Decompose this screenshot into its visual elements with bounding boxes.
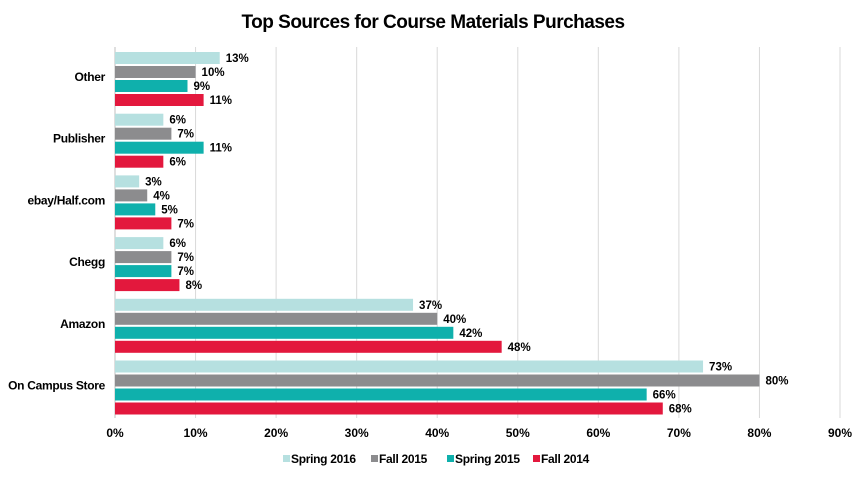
bar — [115, 113, 164, 126]
bar — [115, 402, 663, 415]
bar — [115, 203, 156, 216]
data-label: 40% — [443, 314, 466, 326]
data-label: 48% — [508, 342, 531, 354]
data-label: 8% — [185, 280, 202, 292]
bar — [115, 175, 140, 188]
data-label: 7% — [177, 266, 194, 278]
data-label: 11% — [210, 143, 232, 155]
category-label: Other — [74, 70, 105, 84]
bar — [115, 388, 647, 401]
legend-label: Spring 2015 — [455, 452, 520, 466]
bar — [115, 279, 180, 292]
x-tick-label: 30% — [345, 426, 369, 440]
category-label: Amazon — [60, 317, 105, 331]
bar — [115, 251, 172, 264]
x-tick-label: 0% — [106, 426, 124, 440]
data-label: 66% — [653, 390, 676, 402]
legend-swatch — [533, 455, 540, 462]
category-label: Chegg — [69, 255, 105, 269]
data-label: 7% — [177, 252, 194, 264]
legend-swatch — [447, 455, 454, 462]
category-label: On Campus Store — [8, 379, 105, 393]
data-label: 7% — [177, 129, 194, 141]
bar — [115, 52, 220, 64]
category-labels: Other Publisher ebay/Half.com Chegg Amazon On… — [8, 70, 106, 393]
bar — [115, 340, 502, 353]
bar — [115, 237, 164, 250]
bars — [115, 52, 760, 415]
data-label: 13% — [226, 53, 249, 65]
data-label: 4% — [153, 190, 170, 202]
legend-label: Fall 2014 — [541, 452, 590, 466]
legend-swatch — [283, 455, 290, 462]
bar — [115, 360, 704, 373]
data-label: 3% — [145, 176, 162, 188]
bar — [115, 312, 438, 325]
x-tick-labels: 0% 10% 20% 30% 40% 50% 60% 70% 80% 90% — [106, 426, 852, 440]
x-tick-label: 80% — [747, 426, 771, 440]
data-label: 11% — [210, 95, 232, 107]
bar — [115, 66, 196, 78]
data-label: 5% — [161, 204, 178, 216]
chart-title: Top Sources for Course Materials Purchas… — [241, 12, 624, 33]
data-label: 68% — [669, 404, 692, 416]
bar — [115, 80, 188, 92]
legend: Spring 2016 Fall 2015 Spring 2015 Fall 2014 — [283, 452, 590, 466]
x-tick-label: 20% — [264, 426, 288, 440]
data-label: 9% — [194, 81, 211, 93]
legend-label: Fall 2015 — [379, 452, 428, 466]
data-label: 7% — [177, 218, 194, 230]
data-label: 6% — [169, 115, 186, 127]
data-label: 73% — [709, 362, 732, 374]
data-label: 6% — [169, 157, 186, 169]
x-tick-label: 90% — [828, 426, 852, 440]
data-label: 6% — [169, 238, 186, 250]
bar — [115, 155, 164, 168]
bar — [115, 217, 172, 230]
gridlines — [114, 47, 841, 418]
bar — [115, 326, 454, 339]
bar — [115, 374, 760, 387]
category-label: ebay/Half.com — [28, 193, 105, 207]
x-tick-label: 10% — [184, 426, 208, 440]
data-label: 10% — [202, 67, 225, 79]
data-labels: 13%10%9%11%6%7%11%6%3%4%5%7%6%7%7%8%37%4… — [145, 53, 788, 416]
bar — [115, 265, 172, 278]
x-tick-label: 40% — [425, 426, 449, 440]
bar — [115, 189, 148, 202]
bar — [115, 298, 414, 311]
data-label: 37% — [419, 300, 442, 312]
category-label: Publisher — [53, 132, 106, 146]
legend-label: Spring 2016 — [291, 452, 356, 466]
data-label: 80% — [765, 376, 788, 388]
x-tick-label: 70% — [667, 426, 691, 440]
bar — [115, 141, 204, 154]
data-label: 42% — [459, 328, 482, 340]
bar — [115, 94, 204, 106]
legend-swatch — [371, 455, 378, 462]
x-tick-label: 50% — [506, 426, 530, 440]
bar — [115, 127, 172, 140]
x-tick-label: 60% — [586, 426, 610, 440]
